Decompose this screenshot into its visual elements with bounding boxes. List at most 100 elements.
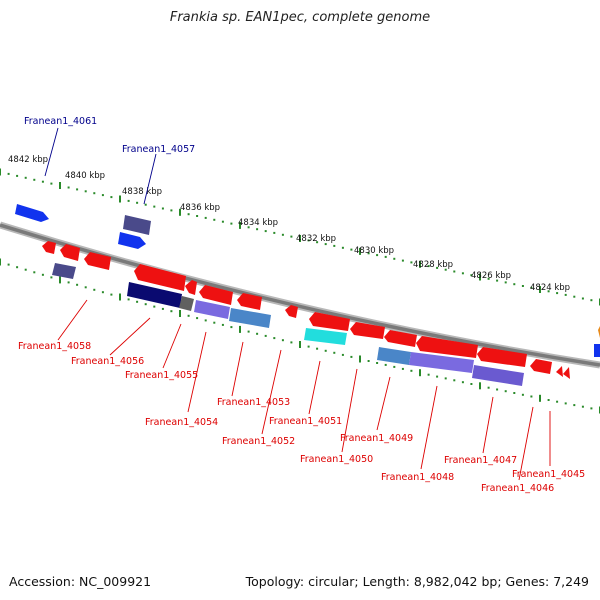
- scale-ring-outer: [0, 168, 600, 306]
- scale-tick-major: [299, 235, 301, 242]
- gene-label-franean1-4055[interactable]: Franean1_4055: [125, 370, 198, 381]
- gene-label-franean1-4048[interactable]: Franean1_4048: [381, 472, 454, 483]
- scale-tick-major: [239, 325, 241, 333]
- gene-feature[interactable]: [556, 366, 563, 377]
- gene-feature[interactable]: [15, 204, 49, 222]
- leader-line: [261, 349, 282, 435]
- gene-feature[interactable]: [42, 241, 56, 254]
- gene-feature[interactable]: [477, 347, 527, 367]
- scale-tick: [487, 277, 490, 280]
- scale-label-4834: 4834 kbp: [238, 218, 278, 228]
- scale-tick-major: [539, 286, 541, 293]
- scale-tick-major: [119, 195, 121, 203]
- scale-tick: [341, 246, 344, 249]
- scale-tick: [196, 317, 199, 320]
- scale-tick: [444, 377, 447, 380]
- gene-feature[interactable]: [185, 280, 197, 295]
- scale-tick: [530, 286, 533, 289]
- scale-tick: [84, 190, 87, 193]
- scale-tick: [101, 291, 104, 294]
- scale-tick: [101, 194, 104, 197]
- gene-label-franean1-4057[interactable]: Franean1_4057: [122, 144, 195, 155]
- gene-feature[interactable]: [52, 263, 76, 279]
- scale-tick-major: [419, 369, 421, 377]
- gene-feature[interactable]: [179, 296, 194, 311]
- gene-label-franean1-4054[interactable]: Franean1_4054: [145, 417, 218, 428]
- scale-tick: [444, 268, 447, 271]
- scale-label-4838: 4838 kbp: [122, 187, 162, 197]
- gene-label-franean1-4045[interactable]: Franean1_4045: [512, 469, 585, 480]
- gene-feature[interactable]: [594, 344, 600, 357]
- scale-tick: [427, 373, 430, 376]
- scale-tick: [247, 226, 250, 229]
- scale-tick: [24, 268, 27, 271]
- gene-feature[interactable]: [409, 352, 474, 373]
- gene-feature[interactable]: [530, 359, 552, 374]
- scale-tick: [401, 259, 404, 262]
- gene-feature[interactable]: [350, 322, 385, 339]
- scale-tick-major: [299, 341, 301, 348]
- gene-label-franean1-4051[interactable]: Franean1_4051: [269, 416, 342, 427]
- leader-line: [162, 323, 182, 369]
- leader-line: [482, 396, 494, 454]
- scale-tick: [513, 392, 516, 394]
- scale-tick: [16, 266, 19, 269]
- leader-line: [518, 406, 534, 481]
- gene-feature[interactable]: [199, 285, 233, 305]
- scale-tick-major: [359, 355, 361, 363]
- gene-feature[interactable]: [309, 312, 350, 331]
- scale-tick: [547, 290, 550, 293]
- scale-tick: [376, 254, 379, 257]
- gene-feature[interactable]: [123, 215, 151, 235]
- scale-label-4826: 4826 kbp: [471, 271, 511, 281]
- footer-accession: Accession: NC_009921: [9, 574, 152, 589]
- scale-tick-major: [239, 221, 241, 229]
- gene-label-franean1-4053[interactable]: Franean1_4053: [217, 397, 290, 408]
- scale-tick-major: [119, 293, 121, 301]
- scale-tick: [144, 303, 147, 306]
- gene-feature[interactable]: [472, 365, 524, 386]
- gene-feature[interactable]: [563, 367, 570, 379]
- gene-label-franean1-4047[interactable]: Franean1_4047: [444, 455, 517, 466]
- scale-tick: [136, 300, 139, 303]
- gene-feature[interactable]: [134, 264, 186, 291]
- scale-tick: [556, 400, 559, 403]
- gene-feature[interactable]: [118, 232, 146, 249]
- scale-tick: [333, 351, 336, 354]
- gene-label-franean1-4046[interactable]: Franean1_4046: [481, 483, 554, 494]
- scale-tick: [461, 272, 464, 275]
- scale-tick: [264, 334, 267, 337]
- scale-tick: [127, 199, 130, 202]
- gene-feature[interactable]: [60, 244, 80, 261]
- scale-label-4830: 4830 kbp: [354, 246, 394, 256]
- scale-tick: [496, 388, 499, 391]
- scale-tick: [350, 355, 353, 358]
- footer-topology-info: Topology: circular; Length: 8,982,042 bp…: [245, 574, 589, 589]
- scale-tick: [161, 307, 164, 310]
- gene-label-franean1-4061[interactable]: Franean1_4061: [24, 116, 97, 127]
- gene-feature[interactable]: [84, 252, 111, 270]
- scale-tick: [230, 222, 233, 225]
- gene-feature[interactable]: [194, 300, 230, 319]
- gene-feature[interactable]: [285, 305, 298, 318]
- scale-tick: [461, 381, 464, 384]
- gene-label-franean1-4050[interactable]: Franean1_4050: [300, 454, 373, 465]
- gene-feature[interactable]: [229, 308, 271, 328]
- scale-tick: [281, 233, 284, 236]
- gene-feature[interactable]: [304, 328, 347, 345]
- scale-tick: [161, 207, 164, 210]
- gene-feature[interactable]: [377, 347, 411, 365]
- gene-label-franean1-4052[interactable]: Franean1_4052: [222, 436, 295, 447]
- scale-tick: [247, 330, 250, 333]
- gene-label-franean1-4049[interactable]: Franean1_4049: [340, 433, 413, 444]
- scale-tick: [24, 176, 27, 179]
- gene-feature[interactable]: [384, 330, 417, 347]
- gene-label-franean1-4058[interactable]: Franean1_4058: [18, 341, 91, 352]
- gene-feature[interactable]: [416, 336, 478, 358]
- gene-label-franean1-4056[interactable]: Franean1_4056: [71, 356, 144, 367]
- leader-line: [57, 299, 88, 341]
- gene-feature[interactable]: [127, 282, 182, 308]
- scale-tick: [67, 186, 70, 189]
- gene-feature[interactable]: [237, 293, 262, 310]
